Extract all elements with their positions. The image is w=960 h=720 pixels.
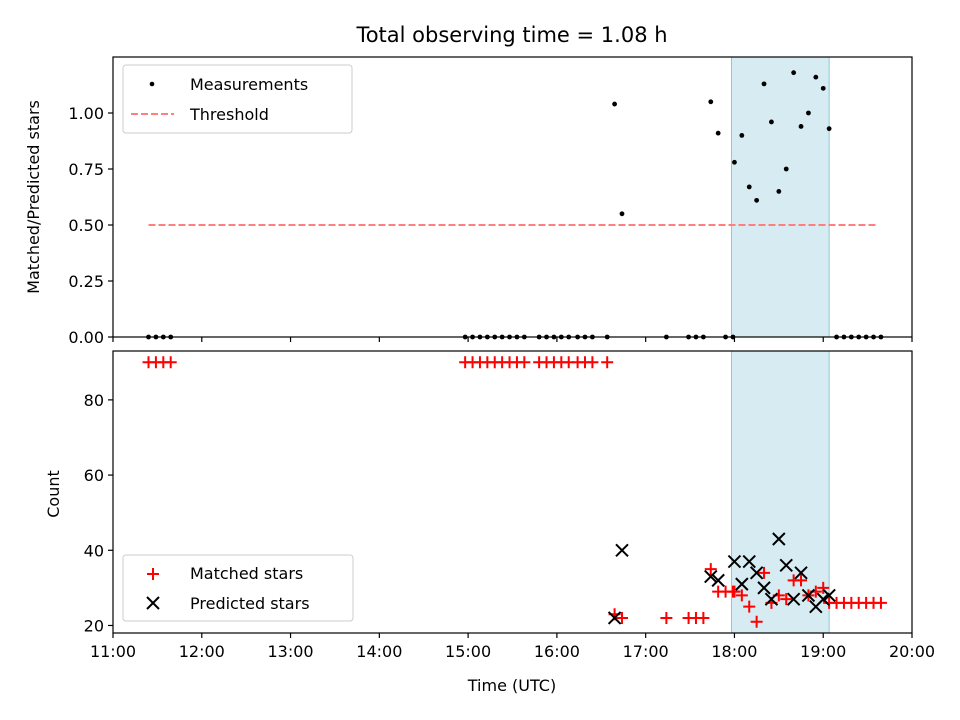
matched-stars-point-33	[735, 589, 748, 602]
legend-matched-marker	[147, 568, 159, 580]
predicted-stars-point-13	[794, 566, 808, 580]
bottom-y-axis-label: Count	[44, 470, 63, 518]
measurements-point-37	[769, 119, 774, 125]
predicted-stars-point-14	[801, 588, 816, 603]
x-tick-label-4: 15:00	[445, 642, 491, 661]
y-tick-label-1-3: 0.75	[68, 160, 104, 179]
predicted-stars-point-17	[822, 588, 836, 603]
legend-matched-label: Matched stars	[190, 564, 303, 583]
top-legend: Measurements Threshold	[122, 64, 353, 134]
predicted-stars-point-16	[816, 592, 830, 606]
top-y-axis-label: Matched/Predicted stars	[24, 100, 43, 294]
matched-stars-point-36	[758, 566, 771, 579]
measurements-point-36	[761, 81, 767, 87]
top-legend-box	[122, 64, 353, 134]
legend-predicted-label: Predicted stars	[190, 594, 310, 613]
legend-measurements-label: Measurements	[190, 75, 308, 94]
x-tick-label-2: 13:00	[268, 642, 314, 661]
plot-frame-1	[112, 56, 913, 338]
legend-predicted-marker	[146, 596, 160, 610]
observing-window-shade-1	[730, 56, 830, 338]
predicted-stars-point-11	[779, 558, 793, 573]
bottom-legend-box	[122, 554, 354, 622]
legend-threshold-label: Threshold	[189, 105, 269, 124]
matched-stars-point-41	[795, 574, 808, 587]
x-tick-label-0: 11:00	[90, 642, 136, 661]
measurements-point-41	[798, 124, 804, 129]
measurements-point-40	[791, 70, 797, 76]
measurements-point-35	[754, 197, 760, 203]
measurements-point-33	[739, 133, 745, 138]
matched-stars-point-27	[697, 611, 710, 624]
x-tick-label-7: 18:00	[711, 642, 757, 661]
matched-stars-point-39	[780, 593, 793, 606]
x-tick-label-8: 19:00	[800, 642, 846, 661]
y-tick-label-2-1: 40	[84, 541, 104, 560]
predicted-stars-point-3	[711, 573, 725, 588]
measurements-point-29	[715, 130, 721, 136]
data-layer	[142, 70, 887, 628]
x-tick-label-6: 17:00	[623, 642, 669, 661]
matched-stars-point-28	[704, 563, 717, 576]
measurements-point-34	[746, 184, 752, 190]
y-tick-label-1-0: 0.00	[68, 328, 104, 347]
matched-stars-point-52	[874, 596, 887, 609]
matched-stars-point-44	[817, 581, 830, 594]
measurements-point-38	[776, 189, 782, 194]
matched-stars-point-32	[728, 585, 741, 598]
predicted-stars-point-6	[742, 554, 756, 569]
x-tick-label-3: 14:00	[356, 642, 402, 661]
predicted-stars-point-12	[786, 592, 801, 606]
predicted-stars-point-8	[757, 581, 771, 595]
background-layer	[730, 56, 830, 634]
axis-layer: 0.00 0.25 0.50 0.75 1.00 20 40 60 80 11:00 12:00 13…	[68, 56, 935, 661]
matched-stars-point-21	[601, 356, 614, 369]
y-tick-label-2-3: 80	[84, 391, 104, 410]
x-tick-label-9: 20:00	[889, 642, 935, 661]
matched-stars-point-23	[615, 611, 628, 624]
predicted-stars-point-10	[772, 532, 786, 546]
chart-title: Total observing time = 1.08 h	[355, 23, 667, 47]
measurements-point-28	[708, 99, 714, 105]
matched-stars-point-20	[586, 356, 599, 369]
matched-stars-point-34	[743, 600, 756, 613]
y-tick-label-1-1: 0.25	[68, 272, 104, 291]
plot-frame-2	[112, 350, 913, 634]
observing-window-shade-2	[730, 350, 830, 634]
predicted-stars-point-0	[607, 611, 622, 625]
predicted-stars-point-9	[764, 592, 779, 606]
measurements-point-43	[813, 74, 819, 80]
predicted-stars-point-5	[735, 577, 749, 591]
measurements-point-42	[806, 110, 811, 116]
predicted-stars-point-2	[704, 569, 718, 584]
y-tick-label-1-2: 0.50	[68, 216, 104, 235]
x-tick-label-5: 16:00	[534, 642, 580, 661]
measurements-point-44	[820, 85, 826, 91]
y-tick-label-2-2: 60	[84, 466, 104, 485]
measurements-point-22	[612, 101, 617, 107]
x-tick-label-1: 12:00	[179, 642, 225, 661]
measurements-point-45	[826, 126, 832, 132]
matched-stars-point-24	[660, 611, 673, 624]
predicted-stars-point-1	[615, 543, 629, 557]
predicted-stars-point-4	[727, 554, 742, 569]
measurements-point-23	[619, 211, 625, 217]
y-tick-label-1-4: 1.00	[68, 104, 104, 123]
matched-stars-point-35	[750, 615, 763, 628]
x-axis-label: Time (UTC)	[467, 676, 556, 695]
matched-stars-point-12	[518, 356, 531, 369]
measurements-point-39	[783, 166, 789, 172]
legend-measurements-marker	[149, 81, 155, 87]
measurements-point-32	[732, 159, 737, 165]
y-tick-label-2-0: 20	[84, 616, 104, 635]
predicted-stars-point-7	[749, 566, 764, 580]
bottom-legend: Matched stars Predicted stars	[122, 554, 354, 622]
matched-stars-point-3	[164, 356, 177, 369]
